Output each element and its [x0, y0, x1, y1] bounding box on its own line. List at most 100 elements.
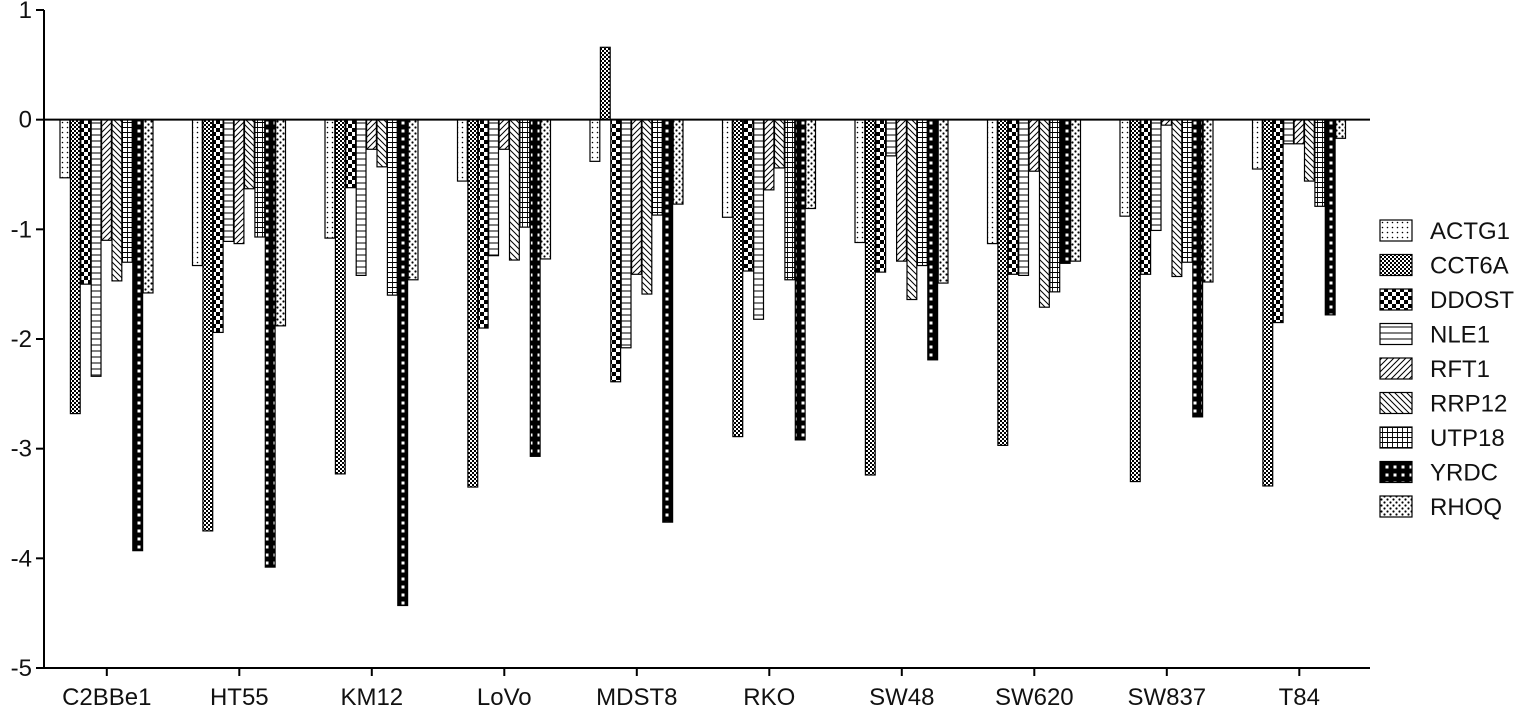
bar-rft1-mdst8	[630, 119, 642, 275]
legend-swatch-cct6a	[1379, 253, 1413, 277]
bar-yrdc-mdst8	[662, 119, 674, 523]
bar-ddost-sw48	[875, 119, 887, 273]
bar-rhoq-sw620	[1070, 119, 1082, 262]
bar-rhoq-sw48	[937, 119, 949, 284]
bar-nle1-km12	[355, 119, 367, 276]
bar-rrp12-km12	[376, 119, 388, 168]
bar-rrp12-sw620	[1038, 119, 1050, 308]
bar-yrdc-sw837	[1192, 119, 1204, 418]
bar-actg1-sw48	[854, 119, 866, 244]
legend-swatch-rrp12	[1379, 391, 1413, 415]
legend-label-ddost: DDOST	[1430, 287, 1514, 314]
axes-group	[43, 10, 1370, 669]
bar-rrp12-t84	[1303, 119, 1315, 182]
bar-rhoq-km12	[407, 119, 419, 281]
bar-yrdc-ht55	[264, 119, 276, 568]
bar-actg1-sw837	[1119, 119, 1131, 217]
bar-yrdc-rko	[794, 119, 806, 441]
bar-cct6a-sw48	[864, 119, 876, 476]
bar-cct6a-sw620	[997, 119, 1009, 446]
legend-swatch-yrdc	[1379, 460, 1413, 484]
legend-label-nle1: NLE1	[1430, 322, 1490, 349]
bar-ddost-lovo	[477, 119, 489, 329]
legend-label-rhoq: RHOQ	[1430, 494, 1502, 521]
y-ticks-group: 1 0 -1 -2 -3 -4 -5	[11, 0, 44, 682]
bar-yrdc-km12	[397, 119, 409, 607]
legend-label-cct6a: CCT6A	[1430, 253, 1509, 280]
bar-ddost-mdst8	[610, 119, 622, 383]
x-tick-label: KM12	[340, 684, 403, 711]
bar-actg1-mdst8	[589, 119, 601, 162]
x-ticks-group: C2BBe1 HT55 KM12 LoVo MDST8 RKO SW48 SW620 SW837…	[62, 668, 1320, 711]
bar-rhoq-mdst8	[672, 119, 684, 205]
bar-rhoq-c2bbe1	[142, 119, 154, 294]
bar-rhoq-ht55	[275, 119, 287, 327]
bar-rrp12-sw48	[906, 119, 918, 301]
x-tick-label: T84	[1279, 684, 1320, 711]
x-tick-label: MDST8	[596, 684, 677, 711]
bar-rrp12-lovo	[508, 119, 520, 261]
bar-cct6a-km12	[334, 119, 346, 475]
y-tick-label: -1	[11, 216, 32, 243]
x-tick-label: SW620	[995, 684, 1074, 711]
bar-ddost-km12	[345, 119, 357, 189]
bar-rft1-rko	[763, 119, 775, 191]
bar-actg1-c2bbe1	[59, 119, 71, 179]
bar-rrp12-mdst8	[641, 119, 653, 295]
bar-nle1-ht55	[223, 119, 235, 243]
bar-nle1-t84	[1283, 119, 1295, 145]
bar-yrdc-lovo	[529, 119, 541, 457]
bar-rhoq-lovo	[540, 119, 552, 260]
bar-ddost-t84	[1272, 119, 1284, 324]
legend-label-utp18: UTP18	[1430, 425, 1505, 452]
bar-utp18-t84	[1314, 119, 1326, 207]
bar-cct6a-sw837	[1129, 119, 1141, 483]
bar-utp18-sw48	[916, 119, 928, 267]
bar-yrdc-sw48	[927, 119, 939, 361]
bar-rrp12-sw837	[1171, 119, 1183, 278]
legend-swatch-utp18	[1379, 426, 1413, 449]
bar-nle1-sw48	[885, 119, 897, 157]
bar-rft1-sw620	[1028, 119, 1040, 172]
bar-utp18-ht55	[254, 119, 266, 238]
bar-ddost-sw837	[1140, 119, 1152, 275]
bars-group	[59, 46, 1347, 607]
bar-actg1-t84	[1251, 119, 1263, 170]
x-tick-label: C2BBe1	[62, 684, 151, 711]
bar-rrp12-rko	[773, 119, 785, 169]
bar-utp18-rko	[784, 119, 796, 281]
bar-cct6a-ht55	[202, 119, 214, 532]
bar-yrdc-sw620	[1059, 119, 1071, 264]
bar-rft1-t84	[1293, 119, 1305, 145]
bar-utp18-sw837	[1181, 119, 1193, 263]
bar-rhoq-rko	[805, 119, 817, 210]
x-tick-label: RKO	[743, 684, 795, 711]
x-tick-label: SW837	[1127, 684, 1206, 711]
bar-rft1-km12	[366, 119, 378, 150]
bar-ddost-sw620	[1007, 119, 1019, 275]
legend: ACTG1 CCT6A DDOST NLE1 RFT1 RRP12 UTP18 YRDC RHO…	[1379, 218, 1514, 521]
bar-yrdc-t84	[1324, 119, 1336, 316]
bar-utp18-lovo	[519, 119, 531, 228]
bar-rft1-sw48	[895, 119, 907, 262]
bar-actg1-rko	[721, 119, 733, 218]
bar-yrdc-c2bbe1	[132, 119, 144, 552]
legend-label-yrdc: YRDC	[1430, 460, 1498, 487]
bar-rhoq-t84	[1335, 119, 1347, 139]
legend-label-actg1: ACTG1	[1430, 218, 1510, 245]
bar-nle1-sw620	[1018, 119, 1030, 276]
bar-utp18-sw620	[1049, 119, 1061, 293]
bar-rft1-ht55	[233, 119, 245, 245]
bar-utp18-km12	[386, 119, 398, 296]
bar-cct6a-c2bbe1	[69, 119, 81, 415]
bar-utp18-mdst8	[651, 119, 663, 216]
bar-nle1-lovo	[488, 119, 500, 257]
bar-utp18-c2bbe1	[121, 119, 133, 263]
y-tick-label: -2	[11, 326, 32, 353]
bar-cct6a-rko	[732, 119, 744, 438]
bar-nle1-c2bbe1	[90, 119, 102, 377]
legend-label-rrp12: RRP12	[1430, 391, 1507, 418]
bar-actg1-sw620	[986, 119, 998, 245]
legend-swatch-rft1	[1379, 357, 1413, 380]
